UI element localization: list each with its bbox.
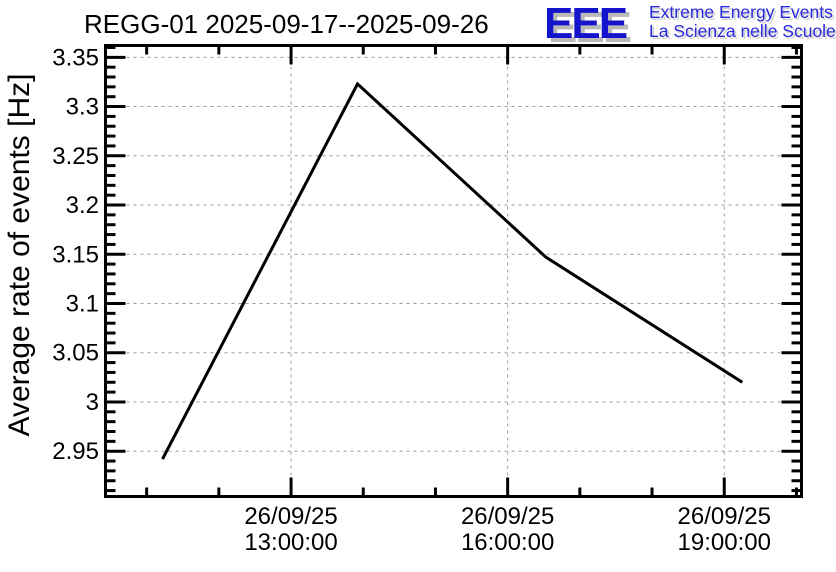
- svg-text:26/09/25: 26/09/25: [461, 503, 554, 530]
- eee-logo-text: Extreme Energy Events La Scienza nelle S…: [649, 3, 836, 41]
- eee-logo-line1: Extreme Energy Events: [649, 2, 833, 22]
- y-tick-labels: 2.95 3 3.05 3.1 3.15 3.2 3.25 3.3 3.35: [52, 44, 99, 465]
- svg-text:3.25: 3.25: [52, 143, 99, 170]
- svg-text:16:00:00: 16:00:00: [461, 529, 554, 556]
- chart-title: REGG-01 2025-09-17--2025-09-26: [84, 9, 489, 39]
- svg-text:13:00:00: 13:00:00: [244, 529, 337, 556]
- svg-text:26/09/25: 26/09/25: [244, 503, 337, 530]
- svg-text:3: 3: [86, 389, 99, 416]
- eee-logo-line2: La Scienza nelle Scuole: [649, 21, 836, 41]
- plot-frame: [104, 44, 803, 498]
- svg-text:3.1: 3.1: [66, 290, 99, 317]
- eee-logo-acronym: EEE: [544, 0, 628, 48]
- rate-line-series: [161, 81, 744, 460]
- svg-text:26/09/25: 26/09/25: [678, 503, 771, 530]
- x-tick-labels: 26/09/2513:00:0026/09/2516:00:0026/09/25…: [244, 503, 771, 556]
- svg-text:3.15: 3.15: [52, 241, 99, 268]
- svg-text:3.3: 3.3: [66, 94, 99, 121]
- svg-text:3.05: 3.05: [52, 340, 99, 367]
- svg-text:19:00:00: 19:00:00: [678, 529, 771, 556]
- axis-ticks: [105, 45, 802, 497]
- svg-text:3.35: 3.35: [52, 44, 99, 71]
- svg-text:3.2: 3.2: [66, 192, 99, 219]
- svg-text:2.95: 2.95: [52, 438, 99, 465]
- gridlines: [105, 45, 802, 497]
